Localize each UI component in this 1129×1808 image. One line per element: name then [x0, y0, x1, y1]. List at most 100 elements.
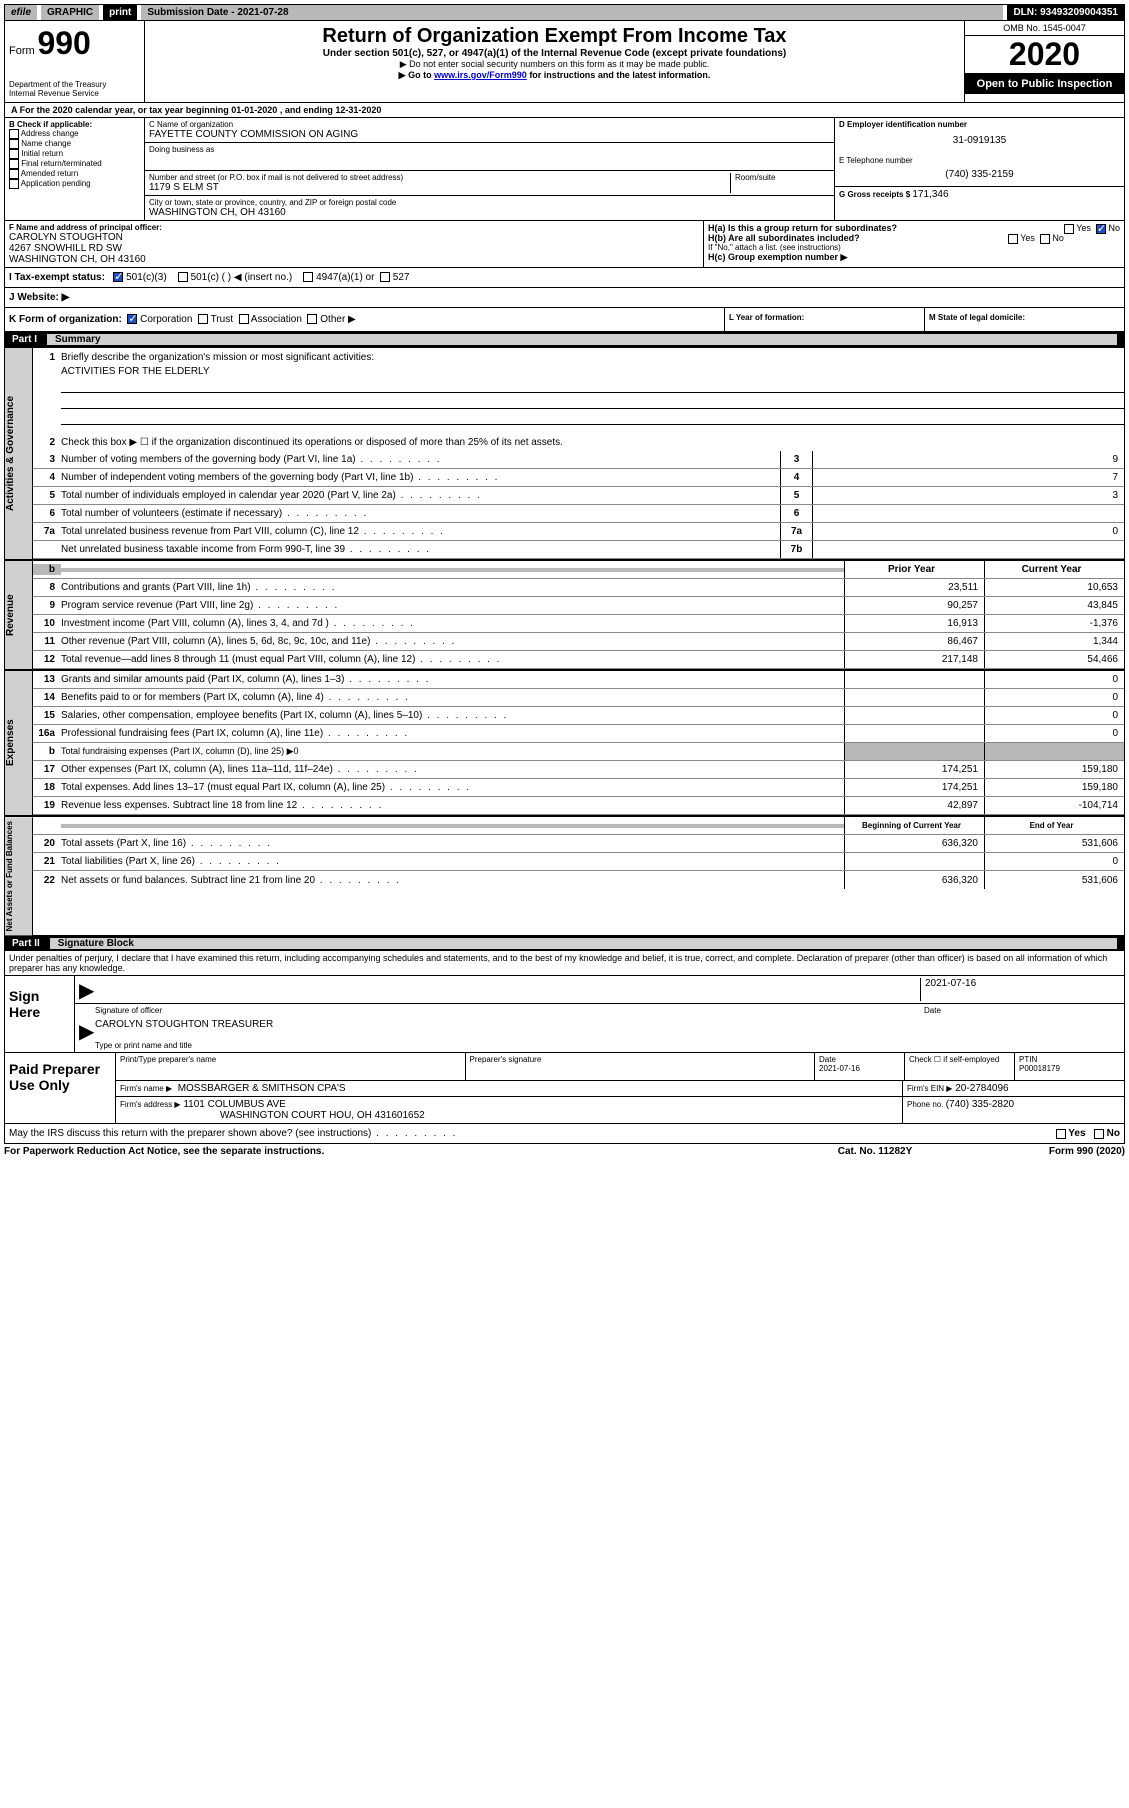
- sec-netassets: Beginning of Current Year End of Year 20…: [33, 817, 1124, 935]
- form-label: Form: [9, 45, 35, 57]
- na-spacer: [61, 824, 844, 828]
- f-label: F Name and address of principal officer:: [9, 223, 699, 232]
- b-header: B Check if applicable:: [9, 120, 140, 129]
- chk-name[interactable]: Name change: [9, 139, 140, 149]
- main-title: Return of Organization Exempt From Incom…: [149, 25, 960, 48]
- part2-title: Signature Block: [50, 938, 1117, 949]
- subdate-label: Submission Date -: [147, 7, 237, 18]
- hdr-end: End of Year: [984, 817, 1124, 834]
- hc-label: H(c) Group exemption number ▶: [708, 252, 1120, 263]
- mission-line3: [61, 409, 1124, 425]
- sec-expenses: 13Grants and similar amounts paid (Part …: [33, 671, 1124, 815]
- omb-number: OMB No. 1545-0047: [965, 21, 1124, 36]
- column-k: K Form of organization: Corporation Trus…: [5, 308, 724, 331]
- top-bar: efile GRAPHIC print Submission Date - 20…: [4, 4, 1125, 21]
- summary-row: 17Other expenses (Part IX, column (A), l…: [33, 761, 1124, 779]
- print-button[interactable]: print: [103, 5, 137, 20]
- block-klm: K Form of organization: Corporation Trus…: [4, 308, 1125, 332]
- firm-name-row: Firm's name ▶ MOSSBARGER & SMITHSON CPA'…: [115, 1081, 902, 1096]
- org-name: FAYETTE COUNTY COMMISSION ON AGING: [149, 129, 830, 140]
- chk-address[interactable]: Address change: [9, 129, 140, 139]
- city-label: City or town, state or province, country…: [149, 198, 830, 207]
- summary-row: 19Revenue less expenses. Subtract line 1…: [33, 797, 1124, 815]
- sign-date-label: Date: [920, 1006, 1120, 1015]
- tax-year: 2020: [965, 36, 1124, 74]
- summary-row: 9Program service revenue (Part VIII, lin…: [33, 597, 1124, 615]
- preparer-label: Paid Preparer Use Only: [5, 1053, 115, 1123]
- chk-pending[interactable]: Application pending: [9, 179, 140, 189]
- chk-527[interactable]: [380, 272, 390, 282]
- vlabel-netassets: Net Assets or Fund Balances: [5, 817, 33, 935]
- room-label: Room/suite: [735, 173, 830, 182]
- rev-spacer: [61, 568, 844, 572]
- hdr-prior: Prior Year: [844, 561, 984, 578]
- vlabel-expenses: Expenses: [5, 671, 33, 815]
- penalties-text: Under penalties of perjury, I declare th…: [4, 951, 1125, 976]
- summary-row: 10Investment income (Part VIII, column (…: [33, 615, 1124, 633]
- hb-no[interactable]: [1040, 234, 1050, 244]
- firm-ein-row: Firm's EIN ▶ 20-2784096: [902, 1081, 1124, 1096]
- signer-name-label: Type or print name and title: [95, 1041, 192, 1050]
- summary-row: 18Total expenses. Add lines 13–17 (must …: [33, 779, 1124, 797]
- summary-row: 15Salaries, other compensation, employee…: [33, 707, 1124, 725]
- summary-body: Activities & Governance 1 Briefly descri…: [4, 347, 1125, 936]
- chk-4947[interactable]: [303, 272, 313, 282]
- summary-row: 3Number of voting members of the governi…: [33, 451, 1124, 469]
- header-right: OMB No. 1545-0047 2020 Open to Public In…: [964, 21, 1124, 102]
- firm-addr1: 1101 COLUMBUS AVE: [183, 1099, 285, 1110]
- irs-link[interactable]: www.irs.gov/Form990: [434, 70, 527, 80]
- dln: DLN: 93493209004351: [1007, 5, 1124, 20]
- hb-yes[interactable]: [1008, 234, 1018, 244]
- officer-addr2: WASHINGTON CH, OH 43160: [9, 254, 699, 265]
- prep-c4: Check ☐ if self-employed: [904, 1053, 1014, 1080]
- sec-revenue: b Prior Year Current Year 8Contributions…: [33, 561, 1124, 669]
- cat-no: Cat. No. 11282Y: [775, 1146, 975, 1157]
- summary-row: 13Grants and similar amounts paid (Part …: [33, 671, 1124, 689]
- ha-yes[interactable]: [1064, 224, 1074, 234]
- gross-value: 171,346: [912, 189, 948, 200]
- header-mid: Return of Organization Exempt From Incom…: [145, 21, 964, 102]
- ty-begin: 01-01-2020: [231, 105, 277, 115]
- discuss-no[interactable]: [1094, 1129, 1104, 1139]
- hdr-current: Current Year: [984, 561, 1124, 578]
- i-label: I Tax-exempt status:: [9, 272, 105, 283]
- mission-value: ACTIVITIES FOR THE ELDERLY: [33, 366, 1124, 377]
- chk-corp[interactable]: [127, 314, 137, 324]
- org-name-row: C Name of organization FAYETTE COUNTY CO…: [145, 118, 834, 143]
- instruction-1: ▶ Do not enter social security numbers o…: [149, 59, 960, 70]
- line2-text: Check this box ▶ ☐ if the organization d…: [61, 435, 1124, 450]
- ty-end: 12-31-2020: [335, 105, 381, 115]
- chk-501c[interactable]: [178, 272, 188, 282]
- dln-label: DLN:: [1013, 7, 1040, 18]
- chk-other[interactable]: [307, 314, 317, 324]
- submission-date: Submission Date - 2021-07-28: [141, 5, 1003, 20]
- city-row: City or town, state or province, country…: [145, 196, 834, 220]
- j-label: J Website: ▶: [9, 292, 69, 303]
- sign-here-label: Sign Here: [5, 976, 75, 1052]
- chk-501c3[interactable]: [113, 272, 123, 282]
- summary-row: 6Total number of volunteers (estimate if…: [33, 505, 1124, 523]
- signer-name: CAROLYN STOUGHTON TREASURER: [95, 1019, 273, 1037]
- instruction-2: ▶ Go to www.irs.gov/Form990 for instruct…: [149, 70, 960, 81]
- chk-initial[interactable]: Initial return: [9, 149, 140, 159]
- tax-year-row: A For the 2020 calendar year, or tax yea…: [4, 103, 1125, 118]
- chk-final[interactable]: Final return/terminated: [9, 159, 140, 169]
- instr2-post: for instructions and the latest informat…: [529, 70, 710, 80]
- chk-amended[interactable]: Amended return: [9, 169, 140, 179]
- l-label: L Year of formation:: [729, 313, 804, 322]
- form-header: Form 990 Department of the TreasuryInter…: [4, 21, 1125, 103]
- hb-label: H(b) Are all subordinates included?: [708, 233, 860, 243]
- org-name-label: C Name of organization: [149, 120, 830, 129]
- line2-num: 2: [33, 437, 61, 448]
- chk-trust[interactable]: [198, 314, 208, 324]
- summary-row: 5Total number of individuals employed in…: [33, 487, 1124, 505]
- ha-no[interactable]: [1096, 224, 1106, 234]
- summary-row: 7aTotal unrelated business revenue from …: [33, 523, 1124, 541]
- discuss-row: May the IRS discuss this return with the…: [4, 1124, 1125, 1144]
- summary-row: 16aProfessional fundraising fees (Part I…: [33, 725, 1124, 743]
- ty-pre: A For the 2020 calendar year, or tax yea…: [11, 105, 231, 115]
- discuss-text: May the IRS discuss this return with the…: [9, 1128, 1056, 1139]
- k-label: K Form of organization:: [9, 314, 122, 325]
- discuss-yes[interactable]: [1056, 1129, 1066, 1139]
- chk-assoc[interactable]: [239, 314, 249, 324]
